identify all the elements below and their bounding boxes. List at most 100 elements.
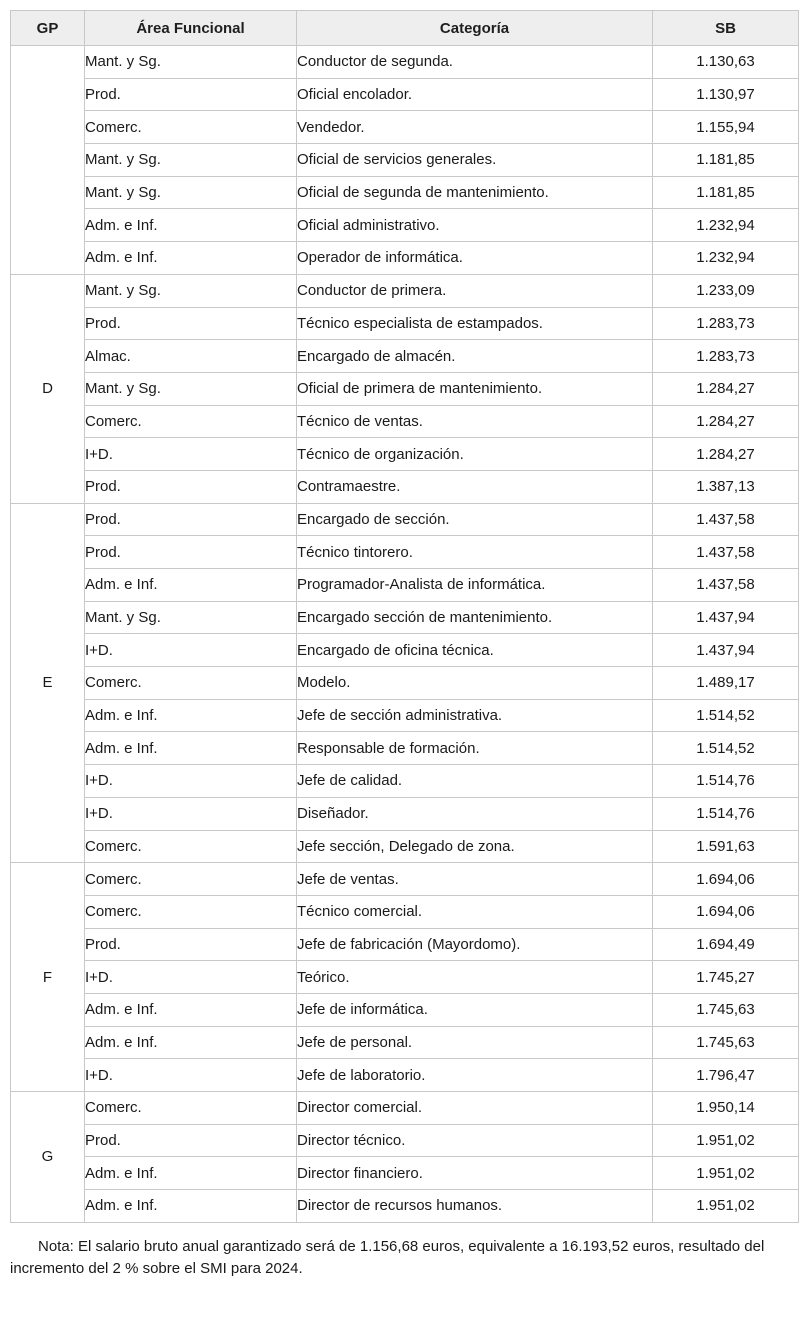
table-row: Comerc. Técnico comercial. 1.694,06 bbox=[11, 894, 799, 929]
area-funcional-cell: Adm. e Inf. bbox=[84, 241, 297, 275]
area-funcional-cell: Mant. y Sg. bbox=[84, 175, 297, 210]
categoria-cell: Técnico de ventas. bbox=[296, 404, 653, 439]
table-row: Prod. Jefe de fabricación (Mayordomo). 1… bbox=[11, 927, 799, 962]
area-funcional-cell: I+D. bbox=[84, 633, 297, 668]
note-text: Nota: El salario bruto anual garantizado… bbox=[10, 1237, 765, 1277]
table-header-row: GP Área Funcional Categoría SB bbox=[10, 10, 799, 46]
area-funcional-cell: Comerc. bbox=[84, 666, 297, 700]
categoria-cell: Diseñador. bbox=[296, 796, 653, 831]
categoria-cell: Conductor de primera. bbox=[296, 273, 653, 308]
area-funcional-cell: Comerc. bbox=[84, 862, 297, 896]
table-row: Comerc. Modelo. 1.489,17 bbox=[11, 666, 799, 700]
sb-cell: 1.694,49 bbox=[652, 927, 799, 962]
categoria-cell: Jefe de sección administrativa. bbox=[296, 698, 653, 733]
categoria-cell: Técnico especialista de estampados. bbox=[296, 306, 653, 341]
area-funcional-cell: I+D. bbox=[84, 764, 297, 798]
sb-cell: 1.233,09 bbox=[652, 273, 799, 308]
table-row: I+D. Encargado de oficina técnica. 1.437… bbox=[11, 633, 799, 668]
area-funcional-cell: Mant. y Sg. bbox=[84, 371, 297, 406]
sb-cell: 1.130,63 bbox=[652, 45, 799, 79]
table-row: F Comerc. Jefe de ventas. 1.694,06 bbox=[10, 862, 799, 1092]
categoria-cell: Técnico de organización. bbox=[296, 437, 653, 471]
categoria-cell: Técnico tintorero. bbox=[296, 535, 653, 569]
sb-cell: 1.284,27 bbox=[652, 437, 799, 471]
sb-cell: 1.514,52 bbox=[652, 698, 799, 733]
categoria-cell: Conductor de segunda. bbox=[296, 45, 653, 79]
area-funcional-cell: I+D. bbox=[84, 960, 297, 994]
table-row: Adm. e Inf. Responsable de formación. 1.… bbox=[11, 731, 799, 766]
categoria-cell: Director financiero. bbox=[296, 1156, 653, 1191]
table-row: I+D. Teórico. 1.745,27 bbox=[11, 960, 799, 994]
area-funcional-cell: Comerc. bbox=[84, 1091, 297, 1125]
header-gp: GP bbox=[10, 10, 85, 46]
categoria-cell: Jefe de ventas. bbox=[296, 862, 653, 896]
table-row: Comerc. Jefe sección, Delegado de zona. … bbox=[11, 829, 799, 864]
sb-cell: 1.951,02 bbox=[652, 1123, 799, 1158]
sb-cell: 1.489,17 bbox=[652, 666, 799, 700]
sb-cell: 1.283,73 bbox=[652, 306, 799, 341]
categoria-cell: Oficial de servicios generales. bbox=[296, 143, 653, 177]
header-sb: SB bbox=[652, 10, 799, 46]
gp-group-cell: F bbox=[10, 862, 85, 1092]
table-row: D Mant. y Sg. Conductor de primera. 1.23… bbox=[10, 273, 799, 504]
categoria-cell: Director técnico. bbox=[296, 1123, 653, 1158]
categoria-cell: Director comercial. bbox=[296, 1091, 653, 1125]
categoria-cell: Vendedor. bbox=[296, 110, 653, 145]
sb-cell: 1.181,85 bbox=[652, 143, 799, 177]
table-row: Adm. e Inf. Jefe de sección administrati… bbox=[11, 698, 799, 733]
area-funcional-cell: Adm. e Inf. bbox=[84, 731, 297, 766]
area-funcional-cell: Adm. e Inf. bbox=[84, 992, 297, 1027]
gp-group-cell: G bbox=[10, 1091, 85, 1223]
area-funcional-cell: Prod. bbox=[84, 535, 297, 569]
table-row: Adm. e Inf. Jefe de informática. 1.745,6… bbox=[11, 992, 799, 1027]
categoria-cell: Oficial de primera de mantenimiento. bbox=[296, 371, 653, 406]
area-funcional-cell: Adm. e Inf. bbox=[84, 568, 297, 602]
categoria-cell: Contramaestre. bbox=[296, 469, 653, 504]
table-row: Comerc. Vendedor. 1.155,94 bbox=[11, 110, 799, 145]
area-funcional-cell: Prod. bbox=[84, 306, 297, 341]
table-row: Adm. e Inf. Director de recursos humanos… bbox=[11, 1189, 799, 1223]
sb-cell: 1.514,76 bbox=[652, 796, 799, 831]
area-funcional-cell: Comerc. bbox=[84, 829, 297, 864]
area-funcional-cell: Mant. y Sg. bbox=[84, 273, 297, 308]
area-funcional-cell: Mant. y Sg. bbox=[84, 45, 297, 79]
area-funcional-cell: Adm. e Inf. bbox=[84, 1189, 297, 1223]
area-funcional-cell: Prod. bbox=[84, 77, 297, 112]
gp-group-cell: D bbox=[10, 273, 85, 504]
sb-cell: 1.694,06 bbox=[652, 894, 799, 929]
categoria-cell: Jefe de personal. bbox=[296, 1025, 653, 1060]
sb-cell: 1.745,63 bbox=[652, 992, 799, 1027]
sb-cell: 1.951,02 bbox=[652, 1189, 799, 1223]
area-funcional-cell: Prod. bbox=[84, 469, 297, 504]
table-row: Adm. e Inf. Operador de informática. 1.2… bbox=[11, 241, 799, 275]
sb-cell: 1.155,94 bbox=[652, 110, 799, 145]
sb-cell: 1.591,63 bbox=[652, 829, 799, 864]
area-funcional-cell: Adm. e Inf. bbox=[84, 1156, 297, 1191]
area-funcional-cell: I+D. bbox=[84, 437, 297, 471]
header-categoria: Categoría bbox=[296, 10, 653, 46]
sb-cell: 1.796,47 bbox=[652, 1058, 799, 1092]
categoria-cell: Operador de informática. bbox=[296, 241, 653, 275]
table-row: E Prod. Encargado de sección. 1.437,58 bbox=[10, 502, 799, 864]
sb-cell: 1.437,58 bbox=[652, 535, 799, 569]
area-funcional-cell: Comerc. bbox=[84, 894, 297, 929]
area-funcional-cell: Mant. y Sg. bbox=[84, 143, 297, 177]
table-row: I+D. Jefe de calidad. 1.514,76 bbox=[11, 764, 799, 798]
table-row: I+D. Jefe de laboratorio. 1.796,47 bbox=[11, 1058, 799, 1092]
sb-cell: 1.284,27 bbox=[652, 371, 799, 406]
table-row: Comerc. Técnico de ventas. 1.284,27 bbox=[11, 404, 799, 439]
area-funcional-cell: Comerc. bbox=[84, 110, 297, 145]
table-row: Prod. Director técnico. 1.951,02 bbox=[11, 1123, 799, 1158]
table-row: Mant. y Sg. Oficial de servicios general… bbox=[11, 143, 799, 177]
categoria-cell: Oficial administrativo. bbox=[296, 208, 653, 243]
sb-cell: 1.283,73 bbox=[652, 339, 799, 373]
table-row: Prod. Contramaestre. 1.387,13 bbox=[11, 469, 799, 504]
table-row: Prod. Técnico especialista de estampados… bbox=[11, 306, 799, 341]
salary-table: GP Área Funcional Categoría SB Mant. y S… bbox=[10, 10, 799, 1223]
sb-cell: 1.745,63 bbox=[652, 1025, 799, 1060]
table-row: I+D. Técnico de organización. 1.284,27 bbox=[11, 437, 799, 471]
table-row: Prod. Oficial encolador. 1.130,97 bbox=[11, 77, 799, 112]
table-row: G Comerc. Director comercial. 1.950,14 bbox=[10, 1091, 799, 1223]
sb-cell: 1.437,58 bbox=[652, 502, 799, 537]
